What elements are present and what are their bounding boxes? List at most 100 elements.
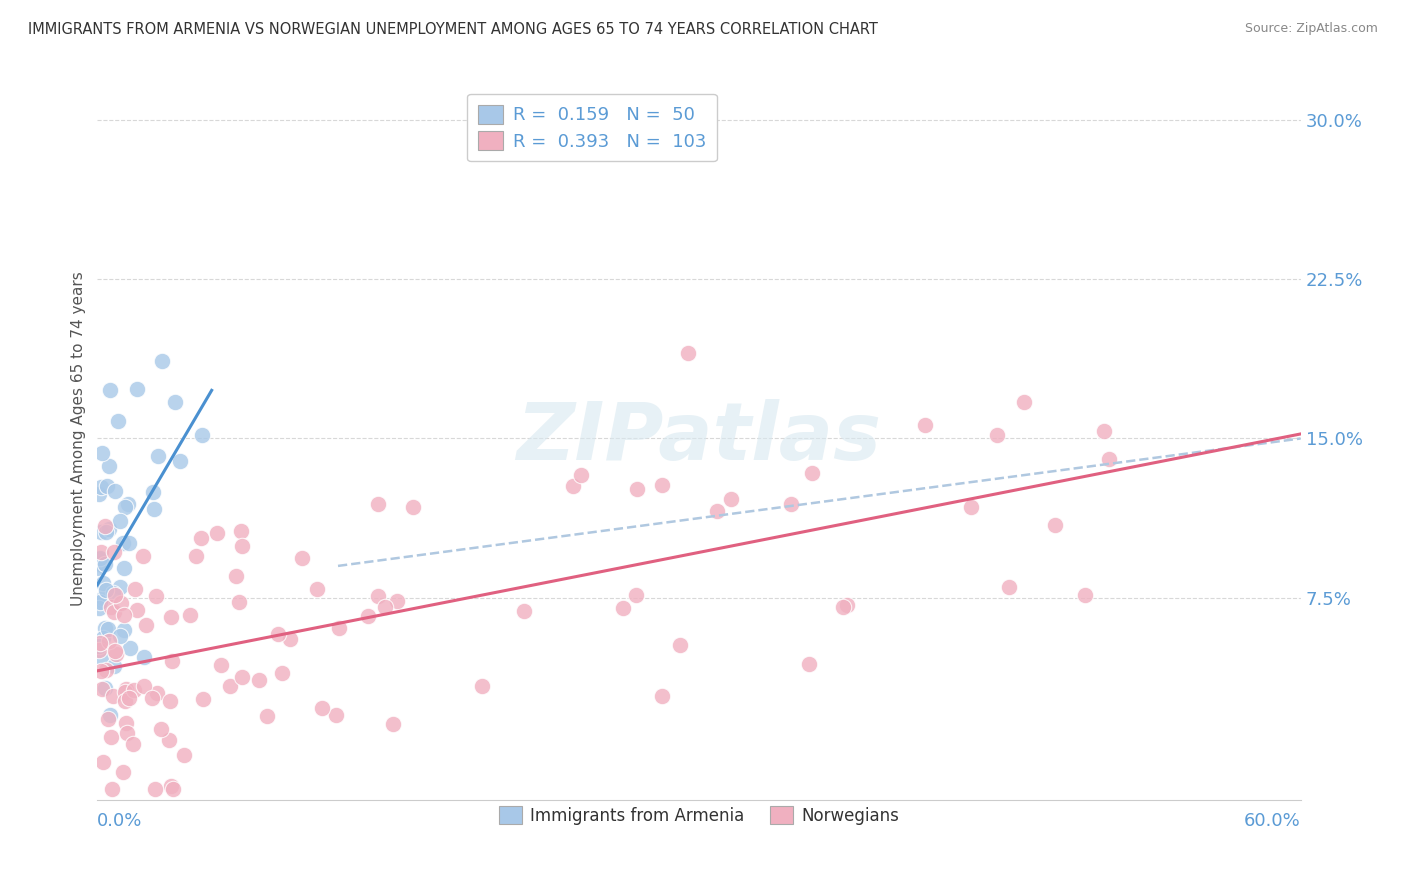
Point (146, 449, 169, 463)
Point (91, 591, 114, 606)
Point (142, 484, 165, 499)
Point (157, 732, 180, 747)
Point (799, 657, 821, 671)
Point (98, 383, 121, 397)
Point (101, 586, 124, 600)
Point (127, 382, 149, 396)
Point (160, 609, 183, 624)
Point (143, 501, 166, 516)
Point (91, 446, 114, 460)
Point (209, 657, 232, 672)
Point (89, 643, 111, 657)
Point (831, 600, 853, 615)
Point (402, 500, 425, 514)
Text: 0.0%: 0.0% (97, 813, 143, 830)
Point (471, 679, 494, 693)
Point (998, 580, 1021, 594)
Point (159, 780, 181, 794)
Point (367, 589, 389, 603)
Point (569, 467, 592, 482)
Point (169, 453, 191, 467)
Point (108, 629, 131, 643)
Point (122, 683, 145, 698)
Point (162, 654, 184, 668)
Point (132, 679, 155, 693)
Point (205, 525, 228, 540)
Point (1097, 452, 1119, 467)
Point (986, 428, 1008, 442)
Point (800, 466, 823, 480)
Point (114, 685, 136, 699)
Point (145, 589, 167, 603)
Point (118, 690, 141, 705)
Point (97, 712, 120, 726)
Point (112, 561, 135, 575)
Point (94, 518, 117, 533)
Point (104, 644, 127, 658)
Point (678, 346, 700, 360)
Point (219, 679, 242, 693)
Point (104, 484, 127, 499)
Point (959, 500, 981, 514)
Point (94, 681, 117, 695)
Point (91, 594, 114, 608)
Point (357, 609, 380, 624)
Point (382, 716, 405, 731)
Point (720, 491, 742, 506)
Point (612, 600, 634, 615)
Point (90, 480, 112, 494)
Point (651, 689, 673, 703)
Point (111, 535, 134, 549)
Point (141, 691, 163, 706)
Point (94, 663, 117, 677)
Point (1014, 395, 1036, 409)
Point (115, 716, 138, 731)
Point (132, 650, 155, 665)
Point (89, 550, 111, 565)
Point (271, 665, 294, 680)
Point (94, 583, 117, 598)
Point (231, 670, 253, 684)
Point (117, 497, 139, 511)
Point (94, 525, 117, 540)
Point (105, 647, 128, 661)
Point (374, 600, 396, 615)
Point (100, 599, 122, 614)
Y-axis label: Unemployment Among Ages 65 to 74 years: Unemployment Among Ages 65 to 74 years (72, 271, 86, 606)
Point (97, 522, 120, 536)
Point (706, 504, 728, 518)
Point (90, 545, 112, 559)
Point (191, 692, 214, 706)
Point (89, 636, 111, 650)
Point (98, 707, 121, 722)
Point (91, 575, 114, 590)
Point (98, 459, 121, 474)
Point (115, 681, 138, 696)
Point (328, 621, 350, 635)
Point (1043, 518, 1066, 533)
Point (307, 582, 329, 596)
Point (89, 595, 111, 609)
Point (118, 536, 141, 550)
Point (101, 781, 124, 796)
Point (103, 689, 125, 703)
Point (179, 608, 201, 623)
Point (162, 781, 184, 796)
Point (914, 417, 936, 432)
Point (110, 580, 132, 594)
Point (256, 709, 278, 723)
Point (1074, 589, 1097, 603)
Point (91, 682, 114, 697)
Point (780, 497, 803, 511)
Point (89, 487, 111, 501)
Point (173, 747, 195, 762)
Point (669, 639, 692, 653)
Point (90, 664, 112, 678)
Point (117, 725, 139, 739)
Point (89, 639, 111, 653)
Point (91, 631, 114, 645)
Point (110, 596, 132, 610)
Text: 60.0%: 60.0% (1244, 813, 1301, 830)
Point (90, 524, 112, 539)
Point (98, 633, 121, 648)
